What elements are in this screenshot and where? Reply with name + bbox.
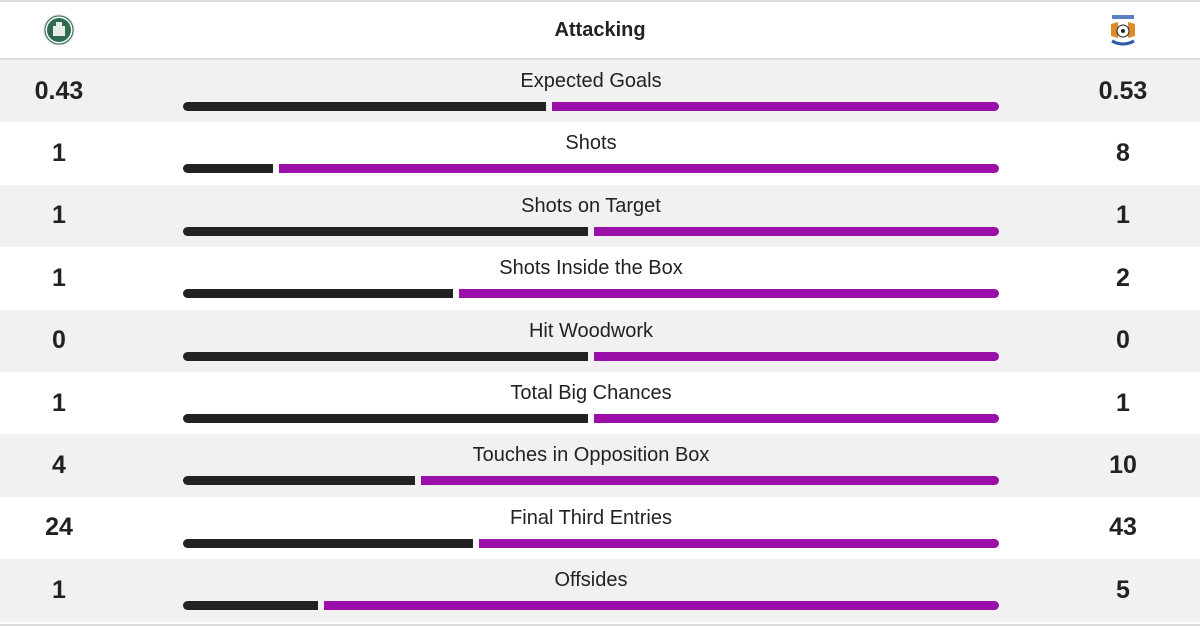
away-bar: [324, 601, 999, 611]
section-title: Attacking: [554, 19, 646, 41]
comparison-bar: [183, 289, 999, 299]
stats-header: Attacking: [0, 2, 1200, 60]
stat-row-offsides: 1 Offsides 5: [0, 559, 1200, 622]
home-value: 1: [52, 575, 66, 604]
stat-label: Final Third Entries: [510, 506, 672, 529]
away-value: 2: [1116, 263, 1130, 292]
stat-row-touches-opposition-box: 4 Touches in Opposition Box 10: [0, 434, 1200, 497]
comparison-bar: [183, 164, 999, 174]
away-bar: [551, 102, 999, 111]
divider: [0, 624, 1200, 626]
stat-label: Shots on Target: [521, 194, 661, 217]
away-bar: [594, 351, 999, 361]
home-bar: [183, 164, 273, 174]
home-bar: [183, 476, 415, 486]
home-bar: [183, 601, 319, 611]
stat-row-expected-goals: 0.43 Expected Goals 0.53: [0, 60, 1200, 123]
home-value: 1: [52, 388, 66, 417]
away-bar: [278, 164, 999, 174]
stat-label: Shots: [565, 132, 617, 155]
hibernian-crest-icon: [43, 14, 75, 46]
comparison-bar: [183, 601, 999, 611]
stat-label: Shots Inside the Box: [499, 257, 683, 280]
away-value: 1: [1116, 388, 1130, 417]
stat-label: Hit Woodwork: [528, 319, 654, 342]
comparison-bar: [183, 538, 999, 548]
stat-label: Touches in Opposition Box: [472, 444, 710, 467]
stat-label: Offsides: [554, 569, 628, 592]
home-value: 0: [52, 326, 66, 355]
away-bar: [420, 476, 999, 486]
kilmarnock-crest-icon: [1111, 15, 1135, 46]
away-bar: [478, 538, 999, 548]
home-value: 24: [45, 513, 73, 542]
away-value: 43: [1109, 513, 1137, 542]
away-value: 0: [1116, 326, 1130, 355]
away-value: 8: [1116, 139, 1130, 168]
away-value: 1: [1116, 201, 1130, 230]
home-bar: [183, 413, 588, 423]
away-bar: [594, 226, 999, 236]
stat-row-shots-inside-box: 1 Shots Inside the Box 2: [0, 247, 1200, 310]
comparison-bar: [183, 413, 999, 423]
home-bar: [183, 226, 588, 236]
away-bar: [594, 413, 999, 423]
home-value: 1: [52, 201, 66, 230]
stats-list: 0.43 Expected Goals 0.53 1 Shots 8 1 Sho…: [0, 60, 1200, 622]
home-bar: [183, 289, 453, 299]
home-value: 0.43: [34, 76, 84, 105]
comparison-bar: [183, 351, 999, 361]
away-value: 10: [1109, 451, 1137, 480]
comparison-bar: [183, 226, 999, 236]
stat-row-final-third-entries: 24 Final Third Entries 43: [0, 496, 1200, 560]
away-value: 5: [1116, 575, 1130, 604]
stat-row-hit-woodwork: 0 Hit Woodwork 0: [0, 309, 1200, 372]
stat-row-shots: 1 Shots 8: [0, 122, 1200, 185]
home-bar: [183, 102, 546, 111]
stat-row-total-big-chances: 1 Total Big Chances 1: [0, 371, 1200, 435]
comparison-bar: [183, 102, 999, 111]
comparison-bar: [183, 476, 999, 486]
home-value: 1: [52, 263, 66, 292]
home-bar: [183, 351, 588, 361]
stat-label: Total Big Chances: [510, 381, 672, 404]
away-bar: [458, 289, 999, 299]
home-value: 4: [52, 451, 66, 480]
home-value: 1: [52, 139, 66, 168]
stat-row-shots-on-target: 1 Shots on Target 1: [0, 184, 1200, 248]
stat-label: Expected Goals: [520, 70, 662, 92]
away-value: 0.53: [1098, 76, 1148, 105]
home-bar: [183, 538, 473, 548]
